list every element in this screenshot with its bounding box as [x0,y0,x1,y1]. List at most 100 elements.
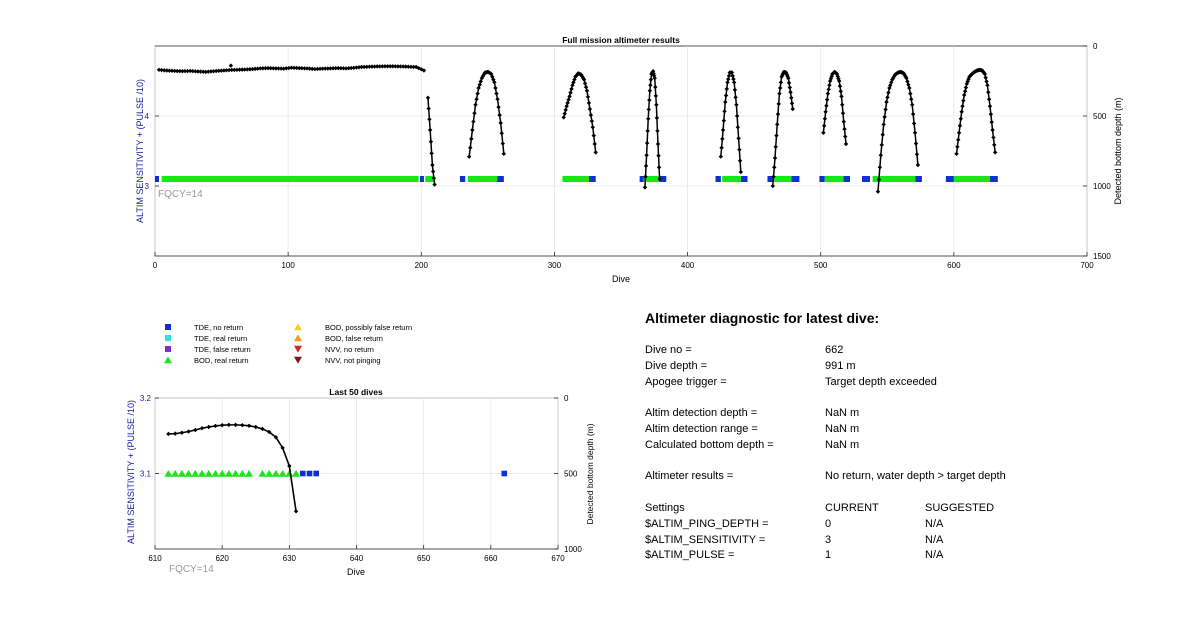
top-bottom-depth-point [989,119,994,125]
top-bottom-depth-point [910,111,916,117]
top-x-tick-label: 200 [415,261,429,270]
top-bottom-depth-point [726,73,732,79]
top-bottom-depth-point [239,67,245,72]
top-bottom-depth-point [330,66,336,71]
top-bottom-depth-point [890,77,895,82]
top-bottom-depth-point [735,125,741,130]
top-bottom-depth-point [586,100,592,106]
top-x-tick-label: 0 [153,261,158,270]
bottom-bottom-depth-point [233,422,238,428]
top-bottom-depth-point [906,82,911,87]
dive-no-value: 662 [825,344,844,356]
top-bottom-depth-point [294,65,299,71]
top-bottom-depth-point [156,67,162,72]
top-bottom-depth-point [428,139,434,144]
top-bottom-depth-point [643,163,649,169]
top-bod-real-return-marker [467,176,498,182]
top-bottom-depth-point [474,97,479,102]
top-bottom-depth-point [644,140,650,146]
top-bottom-depth-point [260,66,266,71]
bottom-x-axis-label: Dive [347,567,365,577]
top-bottom-depth-point [915,162,921,168]
top-bottom-depth-point [986,90,991,95]
top-bottom-depth-point [647,97,652,103]
top-tde-no-return-marker [767,176,773,182]
top-bottom-depth-point [265,65,271,71]
top-bottom-depth-point [776,101,781,107]
top-bottom-depth-point [565,100,570,106]
bottom-bod-real-return-marker [171,469,180,477]
top-bottom-depth-point [880,132,885,137]
bottom-bod-real-return-marker [238,469,247,477]
top-bottom-depth-point [990,127,995,133]
bottom-bod-real-return-marker [292,469,301,477]
top-bod-real-return-marker [722,176,741,182]
top-bottom-depth-point [307,66,312,71]
top-bottom-depth-point [362,64,367,70]
top-bod-real-return-marker [161,176,419,182]
top-bottom-depth-point [195,69,201,74]
ping-depth-row: $ALTIM_PING_DEPTH = 0 N/A [645,517,1165,533]
bottom-marks [164,422,508,514]
bottom-bottom-depth-point [293,509,299,514]
bottom-bottom-depth-point [266,429,272,435]
top-bottom-depth-point [496,104,501,110]
bottom-ticks: 610 620 630 640 650 660 670 3.1 3.2 0 500 1000 [140,394,582,563]
top-bottom-depth-point [889,80,894,85]
altim-detection-depth-row: Altim detection depth = NaN m [645,406,1165,422]
top-y2-axis-label: Detected bottom depth (m) [1113,97,1123,204]
top-bottom-depth-point [185,68,190,74]
top-bottom-depth-point [875,189,881,194]
top-bottom-depth-point [582,81,588,86]
dive-no-row: Dive no = 662 [645,343,1165,359]
legend-square-marker [165,346,171,352]
altim-detection-range-label: Altim detection range = [645,422,758,435]
top-bottom-depth-point [478,79,483,84]
bottom-bod-real-return-marker [231,469,240,477]
bottom-y-tick-label: 3.2 [140,394,152,403]
top-bottom-depth-point [786,80,792,86]
top-bottom-depth-point [984,79,989,84]
top-bottom-depth-point [647,88,653,93]
top-y-tick-label: 3 [145,182,150,191]
bottom-x-tick-label: 610 [148,554,162,563]
top-bottom-depth-point [426,106,431,111]
top-bottom-depth-point [733,95,738,100]
legend-label: TDE, no return [194,323,243,332]
bottom-bottom-depth-point [273,435,279,440]
top-bottom-depth-point [985,83,990,88]
top-bottom-depth-point [593,150,598,155]
top-bottom-depth-point [271,66,276,71]
bottom-bod-real-return-marker [211,469,220,477]
top-bottom-depth-point [960,104,965,109]
legend-triangle-marker [294,356,302,364]
top-bottom-depth-point [349,65,354,71]
bottom-bottom-depth-point [253,424,258,430]
top-bottom-depth-point [878,153,884,158]
top-bottom-depth-point [317,66,323,72]
top-bottom-depth-point [652,76,657,81]
top-bottom-depth-point [961,98,966,103]
top-bottom-depth-point [771,174,776,179]
top-bottom-depth-point [911,121,917,126]
top-tde-no-return-marker [819,176,825,182]
top-bottom-depth-point [356,65,362,70]
calculated-bottom-row: Calculated bottom depth = NaN m [645,438,1165,454]
top-tde-no-return-marker [659,176,667,182]
top-bottom-depth-point [904,76,909,81]
bottom-bod-real-return-marker [164,469,173,477]
top-bottom-depth-point [304,66,310,71]
bottom-bod-real-return-marker [271,469,280,477]
calculated-bottom-value: NaN m [825,438,860,451]
top-bottom-depth-point [644,153,649,158]
top-bottom-depth-point [654,102,659,107]
top-bottom-depth-point [720,127,726,133]
top-y2-tick-label: 500 [1093,112,1107,121]
top-bottom-depth-point [843,134,848,139]
top-bottom-depth-point [653,93,659,99]
top-bottom-depth-point [497,112,502,118]
top-bottom-depth-point [247,67,253,72]
sensitivity-row: $ALTIM_SENSITIVITY = 3 N/A [645,533,1165,549]
top-bottom-depth-point [963,85,969,90]
top-bottom-depth-point [499,131,504,136]
